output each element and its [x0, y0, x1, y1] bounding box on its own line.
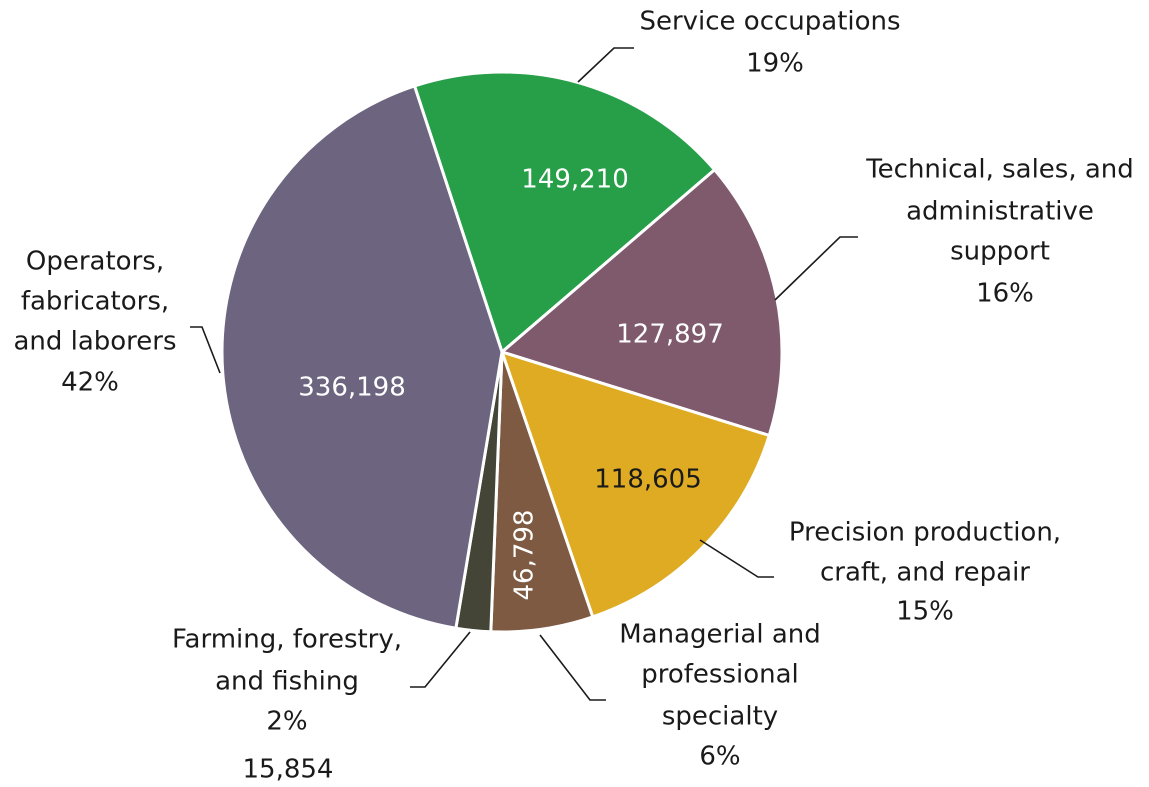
category-label: specialty — [662, 702, 778, 732]
value-label: 15,854 — [243, 755, 334, 785]
leader-line — [539, 634, 606, 701]
slice — [498, 167, 784, 438]
labels: Service occupations 19% 149,210 Technical, … — [13, 7, 1133, 785]
slice — [412, 70, 717, 355]
value-label: 127,897 — [616, 320, 724, 350]
category-label: Service occupations — [639, 7, 900, 37]
leader-lines — [190, 47, 858, 701]
slice — [220, 84, 504, 630]
slice — [499, 349, 772, 619]
percent-label: 15% — [896, 597, 954, 627]
category-label: professional — [641, 660, 799, 690]
category-label: administrative — [906, 197, 1094, 227]
percent-label: 42% — [61, 368, 119, 398]
category-label: Precision production, — [789, 518, 1061, 548]
leader-line — [410, 631, 471, 688]
percent-label: 2% — [266, 707, 307, 737]
category-label: Operators, — [26, 247, 164, 277]
leader-line — [774, 236, 858, 301]
value-label: 336,198 — [298, 373, 406, 403]
category-label: Managerial and — [619, 620, 821, 650]
percent-label: 16% — [976, 279, 1034, 309]
category-label: fabricators, — [21, 287, 169, 317]
pie — [220, 70, 784, 634]
leader-line — [577, 47, 634, 83]
category-label: and laborers — [13, 327, 176, 357]
category-label: and fishing — [215, 667, 359, 697]
category-label: craft, and repair — [820, 558, 1030, 588]
value-label: 46,798 — [510, 510, 540, 601]
category-label: Farming, forestry, — [172, 625, 402, 655]
leader-line — [699, 539, 774, 578]
category-label: Technical, sales, and — [865, 155, 1134, 185]
leader-line — [190, 326, 221, 374]
category-label: support — [950, 237, 1050, 267]
percent-label: 19% — [746, 49, 804, 79]
percent-label: 6% — [699, 742, 740, 772]
value-label: 149,210 — [521, 165, 629, 195]
value-label: 118,605 — [594, 465, 702, 495]
